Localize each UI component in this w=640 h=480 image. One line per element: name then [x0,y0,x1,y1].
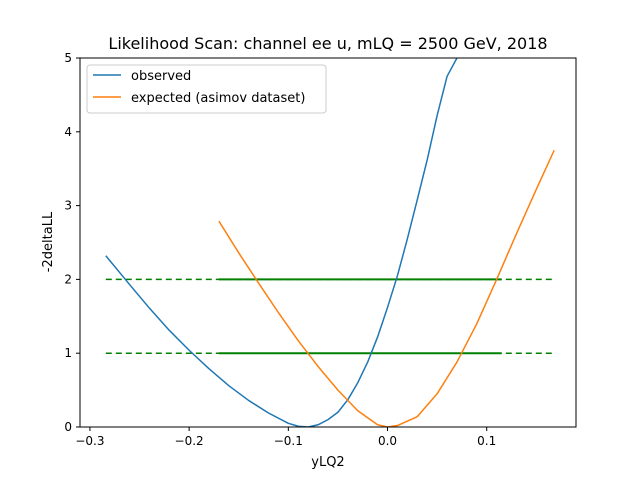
y-tick-label: 0 [64,420,72,434]
legend: observed expected (asimov dataset) [86,64,327,114]
y-tick-label: 3 [64,199,72,213]
x-tick-label: 0.0 [378,434,397,448]
axis-ticks: −0.3 −0.2 −0.1 0.0 0.1 0 1 2 3 4 5 [64,51,496,448]
legend-label-expected: expected (asimov dataset) [131,91,305,106]
plot-area [105,58,555,427]
series-line-0 [105,58,458,427]
x-axis-label: yLQ2 [311,455,344,470]
y-tick-label: 4 [64,125,72,139]
legend-label-observed: observed [131,69,191,84]
y-tick-label: 2 [64,272,72,286]
x-tick-label: −0.3 [75,434,104,448]
y-tick-label: 1 [64,346,72,360]
chart-title: Likelihood Scan: channel ee u, mLQ = 250… [108,34,547,53]
legend-box [86,64,327,114]
x-tick-label: −0.1 [274,434,303,448]
axes-frame [79,57,577,428]
y-tick-label: 5 [64,51,72,65]
x-tick-label: −0.2 [175,434,204,448]
y-axis-label: -2deltaLL [41,211,56,272]
series-line-1 [218,149,555,427]
x-tick-label: 0.1 [477,434,496,448]
